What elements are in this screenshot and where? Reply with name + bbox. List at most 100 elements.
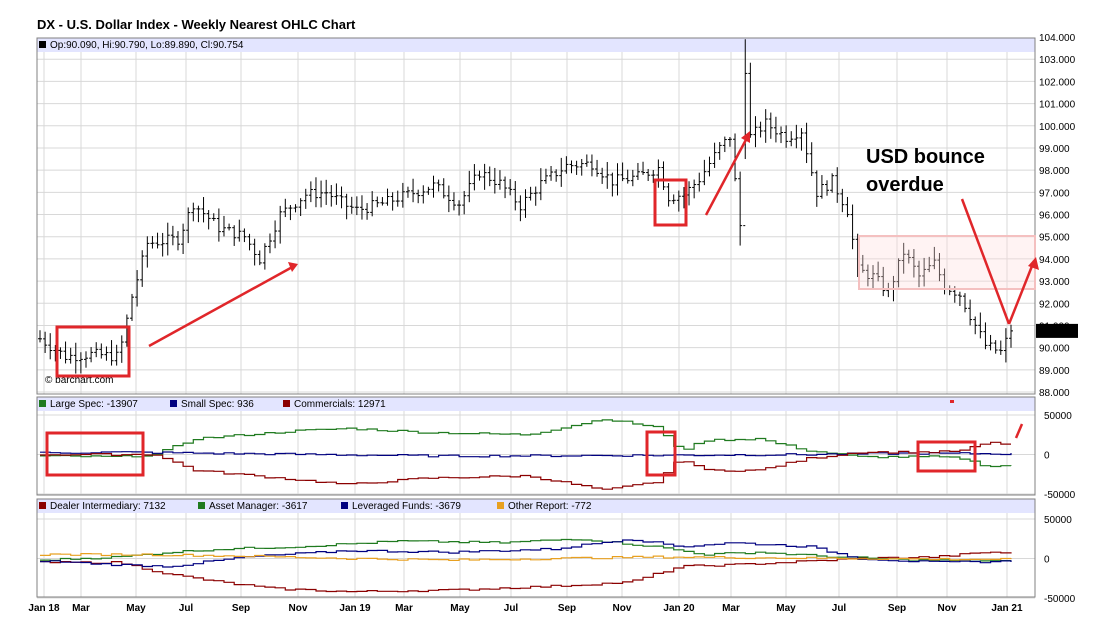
- ohlc-bar: [124, 314, 129, 347]
- ohlc-bar: [559, 157, 564, 187]
- ohlc-bar: [973, 316, 978, 335]
- ohlc-bar: [600, 167, 605, 184]
- ohlc-bar: [206, 210, 211, 230]
- ohlc-bar: [651, 169, 656, 183]
- x-tick-label: Mar: [72, 603, 90, 614]
- ohlc-bar: [411, 178, 416, 203]
- ohlc-bar: [457, 200, 462, 216]
- price-y-tick: 93.000: [1039, 277, 1070, 288]
- ohlc-bar: [109, 340, 114, 366]
- ohlc-bar: [201, 197, 206, 223]
- highlight-box-dec-2019: [653, 178, 688, 227]
- ohlc-bar: [799, 128, 804, 151]
- ohlc-bar: [431, 175, 436, 198]
- legend-other: Other Report: -772: [508, 501, 592, 512]
- ohlc-bar: [129, 293, 134, 321]
- ohlc-bar: [963, 293, 968, 313]
- ohlc-bar: [298, 198, 303, 217]
- arrow-up-forecast: [1007, 260, 1036, 325]
- ohlc-bar: [814, 170, 819, 207]
- ohlc-bar: [830, 173, 835, 193]
- legend-leveraged: Leveraged Funds: -3679: [352, 501, 461, 512]
- ohlc-bar: [58, 347, 63, 359]
- ohlc-bar: [247, 233, 252, 251]
- legend-swatch-dealer: [39, 502, 46, 509]
- legend-swatch-other: [497, 502, 504, 509]
- ohlc-bar: [83, 351, 88, 368]
- ohlc-bar: [840, 188, 845, 213]
- ohlc-bar: [354, 196, 359, 216]
- ohlc-bar: [349, 196, 354, 214]
- price-y-tick: 96.000: [1039, 211, 1070, 222]
- series-line-other-report: [40, 553, 1012, 561]
- x-tick-label: Sep: [558, 603, 576, 614]
- ohlc-bar: [564, 156, 569, 174]
- ohlc-bar: [181, 223, 186, 255]
- ohlc-bar: [610, 172, 615, 197]
- ohlc-bar: [794, 124, 799, 149]
- ohlc-bar: [630, 169, 635, 187]
- ohlc-bar: [911, 249, 916, 278]
- ohlc-bar: [114, 344, 119, 366]
- price-panel-frame: [36, 37, 1036, 395]
- ohlc-bar: [901, 242, 906, 274]
- ohlc-bar: [421, 185, 426, 204]
- ohlc-bar: [819, 175, 824, 199]
- ohlc-bar: [170, 225, 175, 246]
- x-tick-label: Jan 20: [663, 603, 695, 614]
- ohlc-bar: [993, 340, 998, 354]
- ohlc-bar: [365, 203, 370, 220]
- ohlc-bar: [569, 160, 574, 174]
- ohlc-bar: [319, 180, 324, 208]
- legend-small-spec: Small Spec: 936: [181, 399, 254, 410]
- x-tick-label: Jan 19: [339, 603, 371, 614]
- legend-asset-manager: Asset Manager: -3617: [209, 501, 308, 512]
- ohlc-bar: [927, 256, 932, 273]
- ohlc-bar: [324, 179, 329, 205]
- ohlc-bar: [538, 168, 543, 201]
- ohlc-bar: [896, 258, 901, 288]
- ohlc-bar: [211, 213, 216, 222]
- cot-y-tick: 0: [1044, 555, 1050, 566]
- ohlc-bar: [922, 257, 927, 287]
- last-price-tag: 90.754: [1036, 323, 1078, 338]
- x-tick-label: Mar: [722, 603, 740, 614]
- arrow-down-forecast: [960, 198, 1011, 325]
- ohlc-bar: [748, 62, 753, 138]
- arrow-head-2020-spike: [741, 131, 750, 143]
- ohlc-bar: [155, 232, 160, 249]
- price-y-tick: 103.000: [1039, 55, 1076, 66]
- x-tick-label: Nov: [613, 603, 632, 614]
- ohlc-bar: [262, 243, 267, 270]
- price-info-label: Op:90.090, Hi:90.790, Lo:89.890, Cl:90.7…: [50, 40, 244, 51]
- ohlc-bar: [288, 204, 293, 221]
- last-price-bg: [1036, 323, 1078, 338]
- ohlc-bar: [692, 179, 697, 199]
- ohlc-bar: [513, 181, 518, 211]
- ohlc-bar: [221, 215, 226, 237]
- ohlc-bar: [334, 183, 339, 205]
- price-y-tick: 95.000: [1039, 233, 1070, 244]
- ohlc-bar: [595, 159, 600, 177]
- ohlc-bar: [380, 197, 385, 206]
- ohlc-bar: [405, 186, 410, 198]
- ohlc-bar: [523, 189, 528, 218]
- arrow-2018-rally: [148, 263, 297, 348]
- ohlc-bar: [845, 196, 850, 218]
- ohlc-bar: [743, 39, 748, 227]
- ohlc-bar: [957, 291, 962, 306]
- cot1-highlight-2018: [45, 431, 145, 477]
- ohlc-bar: [727, 137, 732, 147]
- cot2-series: [40, 538, 1012, 593]
- ohlc-bar: [339, 186, 344, 209]
- cot2-y-axis: 50000 0 -50000: [1044, 515, 1076, 605]
- arrow-head-forecast: [1028, 257, 1039, 270]
- price-y-tick: 94.000: [1039, 255, 1070, 266]
- price-y-tick: 88.000: [1039, 388, 1070, 399]
- series-line-small-spec: [40, 451, 1012, 458]
- ohlc-bar: [543, 168, 548, 184]
- cot-panel-1: Large Spec: -13907 Small Spec: 936 Comme…: [36, 396, 1076, 501]
- ohlc-bar: [216, 208, 221, 242]
- cot-y-tick: -50000: [1044, 490, 1076, 501]
